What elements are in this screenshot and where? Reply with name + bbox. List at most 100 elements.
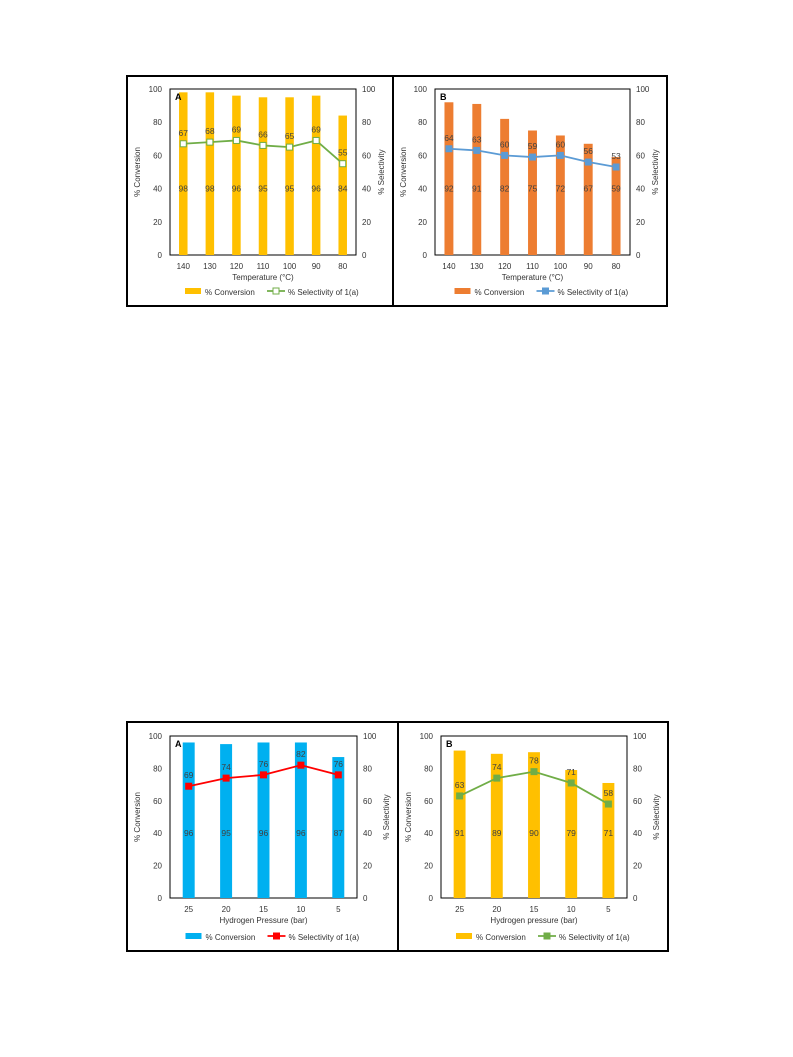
- x-tick-label: 120: [230, 262, 244, 271]
- point-data-label: 60: [556, 139, 566, 149]
- chart-frame-temperature-b: 0 0 20 20 40 40 60 60 80 80 100 100 92 91 82 75 72 67 59 64…: [392, 75, 668, 307]
- bar-conversion: [338, 115, 347, 255]
- y-tick-label: 40: [418, 185, 427, 194]
- point-data-label: 60: [500, 139, 510, 149]
- x-tick-label: 110: [526, 262, 539, 271]
- point-data-label: 58: [604, 788, 614, 798]
- y2-tick-label: 40: [633, 829, 642, 838]
- y-tick-label: 60: [153, 151, 162, 160]
- x-tick-label: 20: [222, 905, 231, 914]
- x-tick-label: 100: [283, 262, 297, 271]
- legend-marker-selectivity: [273, 932, 280, 940]
- x-tick-label: 130: [203, 262, 217, 271]
- y2-axis-title: % Selectivity: [651, 149, 660, 194]
- point-data-label: 63: [455, 780, 465, 790]
- y-tick-label: 60: [153, 797, 162, 806]
- y2-tick-label: 0: [363, 894, 368, 903]
- legend-label-conversion: % Conversion: [205, 288, 255, 297]
- bar-conversion: [565, 770, 578, 898]
- bar-data-label: 95: [258, 184, 268, 194]
- x-tick-label: 110: [257, 262, 270, 271]
- y2-tick-label: 60: [636, 151, 645, 160]
- point-data-label: 69: [311, 124, 321, 134]
- legend-marker-selectivity: [272, 287, 280, 295]
- y2-tick-label: 100: [636, 85, 650, 94]
- y2-tick-label: 20: [362, 218, 371, 227]
- bar-data-label: 67: [583, 184, 593, 194]
- y-tick-label: 40: [153, 829, 162, 838]
- x-tick-label: 10: [296, 905, 305, 914]
- bar-data-label: 96: [232, 184, 242, 194]
- legend-label-selectivity: % Selectivity of 1(a): [289, 933, 360, 942]
- x-axis-title: Temperature (°C): [232, 273, 294, 282]
- bar-conversion: [555, 135, 565, 255]
- chart-frame-temperature-a: 0 0 20 20 40 40 60 60 80 80 100 100 98 98 96 95 95 96 84 67…: [126, 75, 394, 307]
- y2-tick-label: 0: [636, 251, 641, 260]
- legend-label-conversion: % Conversion: [476, 933, 526, 942]
- y2-tick-label: 80: [363, 764, 372, 773]
- y2-tick-label: 60: [633, 797, 642, 806]
- y-tick-label: 60: [424, 797, 433, 806]
- x-tick-label: 25: [184, 905, 193, 914]
- legend-swatch-conversion: [185, 933, 202, 939]
- x-tick-label: 5: [336, 905, 341, 914]
- point-data-label: 53: [611, 151, 621, 161]
- bar-conversion: [490, 753, 503, 898]
- y-tick-label: 20: [153, 218, 162, 227]
- y2-axis-title: % Selectivity: [377, 149, 386, 194]
- x-tick-label: 5: [606, 905, 611, 914]
- point-selectivity: [334, 771, 342, 779]
- point-selectivity: [222, 774, 230, 782]
- x-tick-label: 10: [567, 905, 576, 914]
- y-tick-label: 20: [424, 862, 433, 871]
- point-data-label: 56: [583, 146, 593, 156]
- legend-label-selectivity: % Selectivity of 1(a): [558, 288, 629, 297]
- point-selectivity: [185, 782, 193, 790]
- chart-pressure-b: 0 0 20 20 40 40 60 60 80 80 100 100 91 89 90 79 71 63 74 78…: [404, 732, 661, 942]
- bar-data-label: 96: [311, 184, 321, 194]
- bar-data-label: 84: [338, 184, 348, 194]
- bar-data-label: 90: [529, 828, 539, 838]
- bar-conversion: [583, 143, 593, 255]
- bar-conversion: [294, 742, 307, 898]
- bar-data-label: 95: [285, 184, 295, 194]
- legend-marker-selectivity: [543, 932, 551, 940]
- bar-data-label: 82: [500, 184, 510, 194]
- y-tick-label: 80: [153, 764, 162, 773]
- panel-label: A: [175, 739, 182, 749]
- point-selectivity: [584, 158, 592, 166]
- bar-conversion: [528, 752, 540, 898]
- x-tick-label: 90: [584, 262, 593, 271]
- bar-data-label: 95: [221, 828, 231, 838]
- bar-data-label: 92: [444, 184, 454, 194]
- point-selectivity: [473, 146, 481, 154]
- y-axis-title: % Conversion: [404, 792, 413, 842]
- point-data-label: 74: [492, 762, 502, 772]
- y2-tick-label: 100: [362, 85, 376, 94]
- bar-data-label: 71: [604, 828, 614, 838]
- y-tick-label: 0: [429, 894, 434, 903]
- bar-data-label: 96: [296, 828, 306, 838]
- bar-data-label: 98: [179, 184, 189, 194]
- point-data-label: 67: [179, 128, 189, 138]
- chart-frame-pressure-b: 0 0 20 20 40 40 60 60 80 80 100 100 91 89 90 79 71 63 74 78…: [397, 721, 669, 952]
- point-selectivity: [297, 761, 305, 769]
- bar-data-label: 89: [492, 828, 502, 838]
- y-axis-title: % Conversion: [133, 792, 142, 842]
- y2-tick-label: 40: [362, 185, 371, 194]
- y-tick-label: 100: [420, 732, 434, 741]
- point-data-label: 64: [444, 133, 454, 143]
- bar-data-label: 59: [611, 184, 621, 194]
- x-tick-label: 20: [492, 905, 501, 914]
- y-tick-label: 40: [424, 829, 433, 838]
- y2-tick-label: 80: [362, 118, 371, 127]
- y2-tick-label: 0: [633, 894, 638, 903]
- point-data-label: 68: [205, 126, 215, 136]
- x-tick-label: 25: [455, 905, 464, 914]
- y2-tick-label: 20: [363, 862, 372, 871]
- bar-conversion: [285, 97, 294, 255]
- panel-label: A: [175, 92, 182, 102]
- y-tick-label: 100: [414, 85, 428, 94]
- bar-conversion: [232, 95, 241, 255]
- x-axis-title: Hydrogen Pressure (bar): [219, 916, 307, 925]
